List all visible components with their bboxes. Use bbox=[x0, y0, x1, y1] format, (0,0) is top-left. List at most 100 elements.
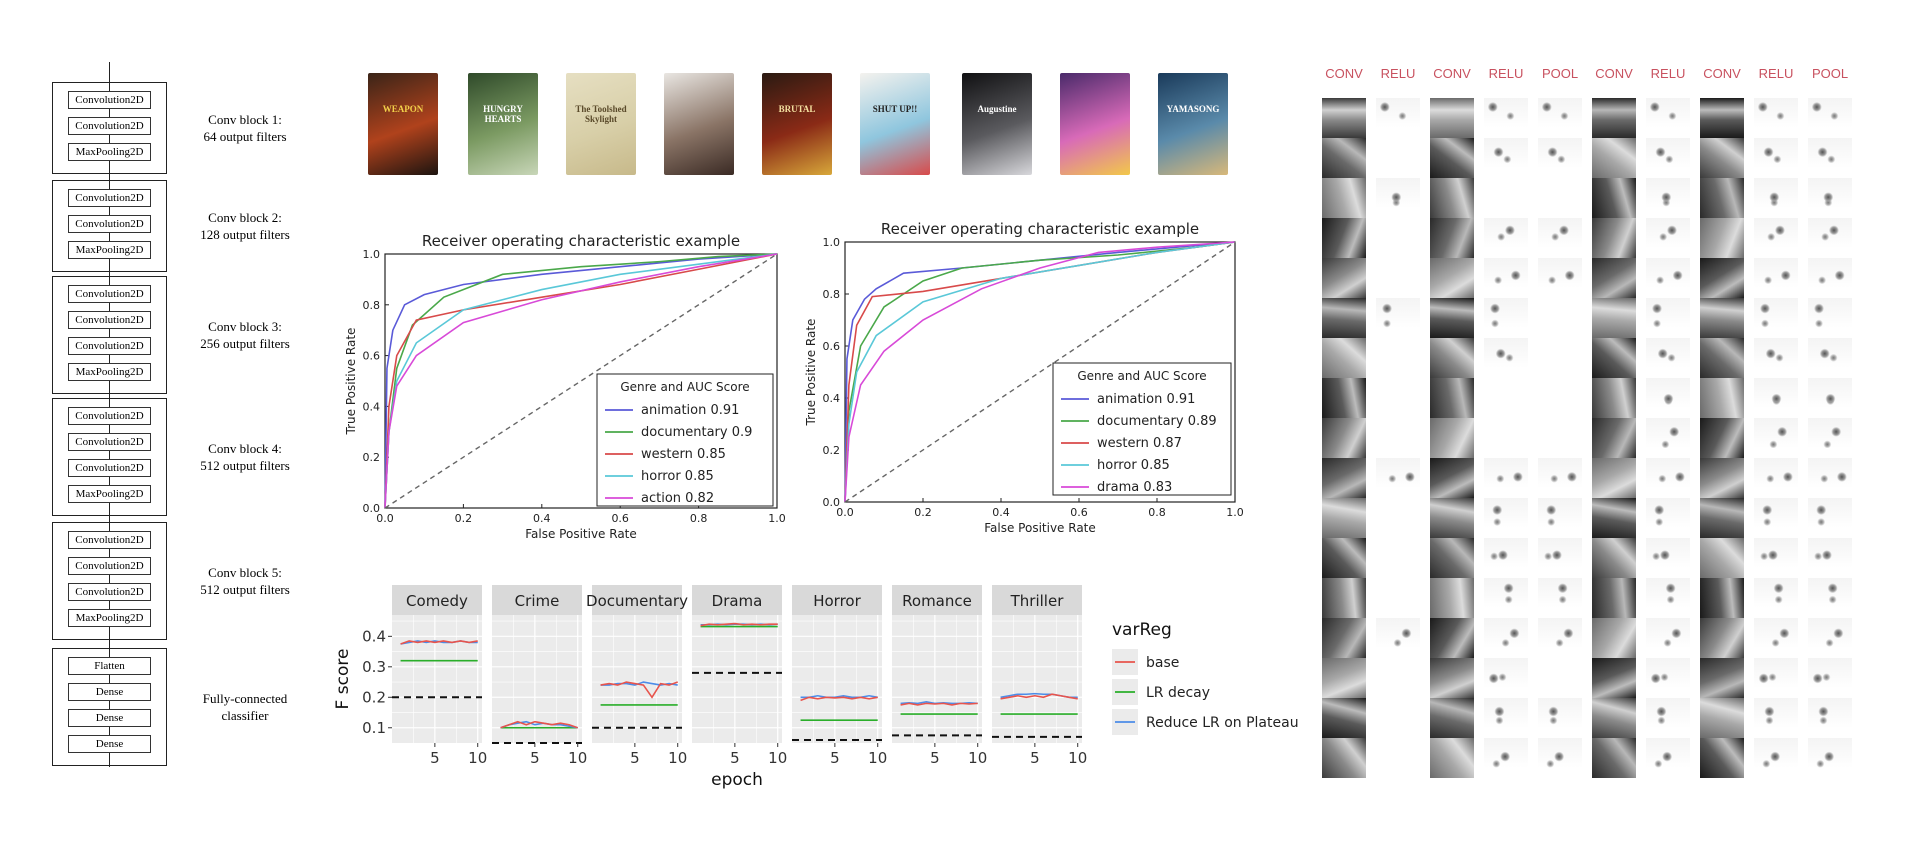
feature-map-cell bbox=[1754, 698, 1798, 728]
feature-map-cell bbox=[1700, 98, 1744, 138]
feature-map-cell bbox=[1592, 338, 1636, 378]
feature-map-cell bbox=[1700, 258, 1744, 298]
feature-map-cell bbox=[1538, 538, 1582, 568]
facet-label: Comedy bbox=[406, 592, 468, 610]
feature-map-cell bbox=[1484, 738, 1528, 768]
fscore-line-base bbox=[900, 702, 978, 706]
feature-map-cell bbox=[1592, 258, 1636, 298]
feature-map-cell bbox=[1484, 698, 1528, 728]
feature-map-cell bbox=[1484, 98, 1528, 128]
roc-title: Receiver operating characteristic exampl… bbox=[881, 220, 1199, 238]
caption-line: Fully-connected bbox=[202, 691, 288, 706]
inter-block-arrow bbox=[109, 272, 110, 276]
facet-label: Drama bbox=[712, 592, 763, 610]
feature-map-cell bbox=[1322, 298, 1366, 338]
facet-strip bbox=[792, 585, 882, 615]
feature-map-label-conv: CONV bbox=[1433, 66, 1471, 81]
feature-map-cell bbox=[1700, 338, 1744, 378]
fscore-line-base bbox=[700, 622, 778, 627]
feature-map-cell bbox=[1376, 458, 1420, 488]
poster-title: YAMASONG bbox=[1166, 103, 1220, 114]
feature-map-cell bbox=[1538, 498, 1582, 528]
feature-map-cell bbox=[1376, 298, 1420, 328]
block-connector-line bbox=[109, 649, 110, 767]
feature-map-cell bbox=[1646, 738, 1690, 768]
feature-map-cell bbox=[1808, 658, 1852, 688]
conv-block-6: Flatten Dense Dense Dense bbox=[52, 648, 167, 767]
feature-map-cell bbox=[1646, 578, 1690, 608]
feature-map-cell bbox=[1484, 298, 1528, 328]
feature-map-cell bbox=[1592, 658, 1636, 698]
feature-map-cell bbox=[1754, 538, 1798, 568]
feature-map-cell bbox=[1322, 258, 1366, 298]
feature-map-cell bbox=[1322, 658, 1366, 698]
facet-label: Thriller bbox=[1010, 592, 1065, 610]
feature-map-cell bbox=[1322, 578, 1366, 618]
block-connector-line bbox=[109, 277, 110, 395]
feature-map-cell bbox=[1754, 378, 1798, 408]
fscore-y-label: F score bbox=[333, 649, 353, 710]
feature-map-cell bbox=[1430, 698, 1474, 738]
caption-line: Conv block 2: bbox=[208, 210, 282, 225]
feature-map-cell bbox=[1430, 338, 1474, 378]
feature-map-label-conv: CONV bbox=[1325, 66, 1363, 81]
feature-map-cell bbox=[1538, 138, 1582, 168]
caption-line: Conv block 3: bbox=[208, 319, 282, 334]
facet-strip bbox=[592, 585, 682, 615]
feature-map-cell bbox=[1430, 258, 1474, 298]
feature-map-cell bbox=[1430, 458, 1474, 498]
legend-entry: western 0.85 bbox=[641, 447, 726, 462]
feature-map-cell bbox=[1484, 658, 1528, 688]
fscore-x-tick-label: 10 bbox=[668, 749, 687, 767]
facet-strip bbox=[892, 585, 982, 615]
feature-map-cell bbox=[1376, 178, 1420, 208]
feature-map-cell bbox=[1808, 178, 1852, 208]
feature-map-cell bbox=[1808, 618, 1852, 648]
block-caption-5: Conv block 5: 512 output filters bbox=[175, 564, 315, 598]
feature-map-cell bbox=[1322, 418, 1366, 458]
feature-map-cell bbox=[1808, 698, 1852, 728]
feature-map-cell bbox=[1646, 218, 1690, 248]
input-arrow-line bbox=[109, 62, 110, 82]
feature-map-cell bbox=[1700, 458, 1744, 498]
caption-line: 512 output filters bbox=[200, 582, 290, 597]
x-axis-label: False Positive Rate bbox=[525, 527, 637, 541]
inter-block-arrow bbox=[109, 640, 110, 648]
feature-map-cell bbox=[1430, 218, 1474, 258]
movie-poster-2: HUNGRY HEARTS bbox=[468, 73, 538, 175]
layer-dense: Dense bbox=[68, 735, 151, 753]
feature-map-cell bbox=[1592, 298, 1636, 338]
caption-line: Conv block 4: bbox=[208, 441, 282, 456]
block-caption-2: Conv block 2: 128 output filters bbox=[175, 209, 315, 243]
feature-map-label-relu: RELU bbox=[1650, 66, 1686, 81]
feature-map-cell bbox=[1538, 98, 1582, 128]
feature-map-cell bbox=[1430, 378, 1474, 418]
feature-map-cell bbox=[1754, 258, 1798, 288]
feature-map-cell bbox=[1808, 98, 1852, 128]
roc-title: Receiver operating characteristic exampl… bbox=[422, 232, 740, 250]
movie-poster-1: WEAPON bbox=[368, 73, 438, 175]
movie-poster-4 bbox=[664, 73, 734, 175]
layer-convolution2d: Convolution2D bbox=[68, 583, 151, 601]
feature-map-cell bbox=[1808, 738, 1852, 768]
fscore-line-base bbox=[400, 640, 478, 645]
facet-panel bbox=[892, 615, 982, 743]
feature-map-cell bbox=[1808, 218, 1852, 248]
poster-title: Augustine bbox=[977, 103, 1017, 114]
layer-convolution2d: Convolution2D bbox=[68, 311, 151, 329]
feature-map-cell bbox=[1754, 98, 1798, 128]
fscore-x-tick-label: 5 bbox=[1030, 749, 1040, 767]
fscore-line-base bbox=[1000, 693, 1078, 700]
x-tick-label: 0.2 bbox=[914, 506, 932, 519]
fscore-x-tick-label: 5 bbox=[430, 749, 440, 767]
feature-map-cell bbox=[1376, 618, 1420, 648]
feature-map-cell bbox=[1700, 738, 1744, 778]
feature-map-cell bbox=[1754, 218, 1798, 248]
facet-strip bbox=[692, 585, 782, 615]
feature-map-cell bbox=[1592, 418, 1636, 458]
feature-map-cell bbox=[1592, 138, 1636, 178]
movie-poster-7: Augustine bbox=[962, 73, 1032, 175]
poster-title: The Toolshed Skylight bbox=[575, 103, 627, 124]
caption-line: 512 output filters bbox=[200, 458, 290, 473]
fscore-x-label: epoch bbox=[711, 770, 763, 790]
